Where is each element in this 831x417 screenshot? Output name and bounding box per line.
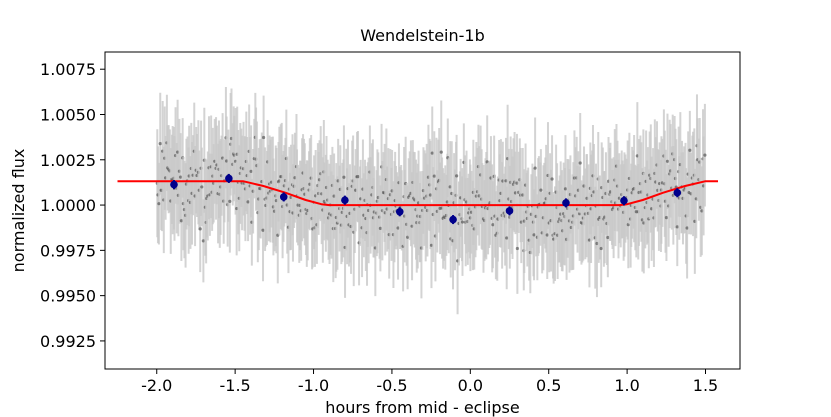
x-tick-label: -1.5 — [220, 376, 251, 395]
raw-point — [665, 159, 670, 163]
axes-layer — [100, 51, 741, 374]
chart-title: Wendelstein-1b — [360, 26, 484, 45]
raw-point — [599, 246, 603, 251]
raw-point — [664, 215, 669, 220]
model-curve-line — [117, 180, 718, 207]
raw-point — [157, 202, 161, 206]
raw-point — [550, 177, 554, 181]
binned-point — [562, 199, 570, 207]
raw-point — [158, 141, 162, 146]
raw-point — [703, 153, 707, 157]
raw-point — [545, 233, 549, 237]
raw-point — [606, 235, 610, 240]
raw-point — [685, 226, 689, 230]
y-tick-label: 0.9925 — [40, 332, 96, 351]
raw-point — [595, 241, 599, 246]
y-tick-label: 1.0075 — [40, 60, 96, 79]
raw-point — [563, 187, 568, 191]
y-axis-label: normalized flux — [9, 149, 28, 273]
raw-point — [675, 225, 679, 229]
raw-point — [532, 233, 536, 237]
binned-point — [395, 207, 404, 216]
x-tick-label: -0.5 — [376, 376, 407, 395]
x-tick-label: 1.0 — [614, 376, 639, 395]
y-tick-label: 1.0000 — [40, 196, 96, 215]
raw-point — [246, 200, 250, 204]
y-tick-label: 1.0050 — [40, 105, 96, 124]
raw-point — [439, 150, 443, 154]
raw-point — [578, 161, 582, 165]
raw-point — [539, 188, 543, 192]
raw-point — [428, 193, 432, 197]
binned-point — [279, 193, 288, 201]
raw-point — [179, 219, 183, 223]
plot-frame — [104, 51, 741, 370]
raw-point — [378, 226, 382, 231]
x-tick-label: 0.0 — [458, 376, 483, 395]
raw-point — [430, 151, 434, 155]
raw-point — [262, 135, 266, 140]
x-tick-label: 0.5 — [536, 376, 561, 395]
raw-point — [688, 148, 692, 152]
text-layer: Wendelstein-1b hours from mid - eclipse … — [9, 26, 718, 417]
raw-point — [356, 175, 360, 179]
raw-point — [198, 227, 202, 231]
binned-point — [225, 174, 233, 183]
x-tick-label: 1.5 — [693, 376, 718, 395]
raw-point — [342, 175, 346, 179]
raw-point — [432, 174, 436, 178]
raw-point — [491, 223, 495, 227]
raw-point — [178, 175, 183, 179]
raw-point — [505, 236, 509, 240]
y-tick-label: 1.0025 — [40, 151, 96, 170]
y-tick-label: 0.9975 — [40, 241, 96, 260]
binned-point — [505, 207, 514, 215]
x-tick-label: -2.0 — [141, 376, 172, 395]
raw-point — [249, 169, 253, 173]
binned-point — [620, 196, 628, 205]
x-tick-label: -1.0 — [298, 376, 329, 395]
binned-point — [673, 188, 682, 197]
binned-point — [449, 215, 457, 224]
raw-point — [201, 239, 205, 243]
raw-point — [261, 228, 265, 232]
binned-point — [170, 180, 178, 189]
raw-point — [533, 166, 537, 170]
raw-point — [200, 185, 204, 189]
y-tick-label: 0.9950 — [40, 287, 96, 306]
raw-point — [455, 174, 459, 178]
unbinned-data-layer — [155, 87, 707, 315]
binned-data-layer — [170, 173, 682, 225]
binned-point — [341, 196, 349, 204]
raw-point — [228, 199, 232, 203]
model-curve-layer — [117, 180, 718, 207]
raw-point — [396, 226, 400, 230]
raw-point — [515, 246, 519, 251]
raw-point — [485, 160, 489, 164]
raw-point — [460, 220, 465, 224]
x-axis-label: hours from mid - eclipse — [325, 398, 519, 417]
